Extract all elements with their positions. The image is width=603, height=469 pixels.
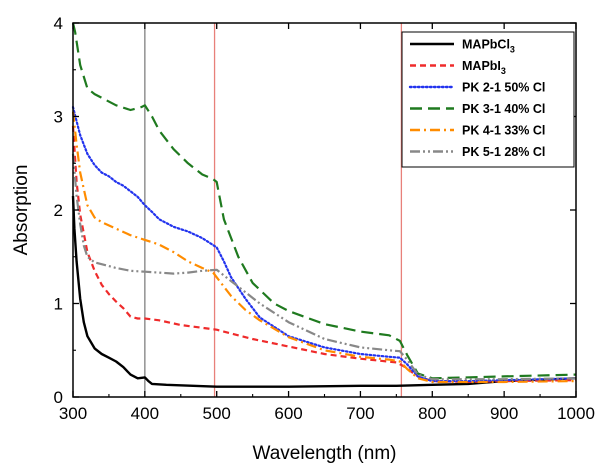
legend-label: MAPbCl3 [462,38,515,55]
series-line [71,111,577,384]
x-tick-label: 600 [274,404,302,423]
legend-label: PK 3-1 40% Cl [462,102,545,116]
x-tick-label: 400 [131,404,159,423]
series-line [71,195,577,388]
legend-label-subscript: 3 [510,45,515,55]
y-tick-label: 2 [54,201,63,220]
y-tick-label: 4 [54,14,63,33]
legend-box [401,31,575,168]
legend-label: PK 4-1 33% Cl [462,124,545,138]
x-tick-label: 300 [59,404,87,423]
series-lines [71,22,578,388]
x-tick-label: 700 [346,404,374,423]
legend-label: PK 2-1 50% Cl [462,81,545,95]
legend-label: MAPbI3 [462,59,506,76]
x-tick-label: 800 [418,404,446,423]
y-tick-label: 3 [54,108,63,127]
series-line [71,153,577,381]
legend: MAPbCl3 MAPbI3 PK 2-1 50% Cl PK 3-1 40% Cl P… [401,31,575,168]
x-tick-label: 1000 [557,404,595,423]
axis-ticks: 300 400 500 600 700 800 900 1000 0 1 2 3 4 [54,14,595,423]
x-tick-label: 900 [490,404,518,423]
y-tick-label: 0 [54,388,63,407]
series-line [71,106,578,383]
y-axis-title: Absorption [11,165,32,256]
x-axis-title: Wavelength (nm) [253,443,397,464]
reference-lines [144,23,403,397]
legend-label-subscript: 3 [501,66,506,76]
series-line [71,22,577,380]
y-tick-label: 1 [54,295,63,314]
x-tick-label: 500 [203,404,231,423]
legend-label: PK 5-1 28% Cl [462,145,545,159]
